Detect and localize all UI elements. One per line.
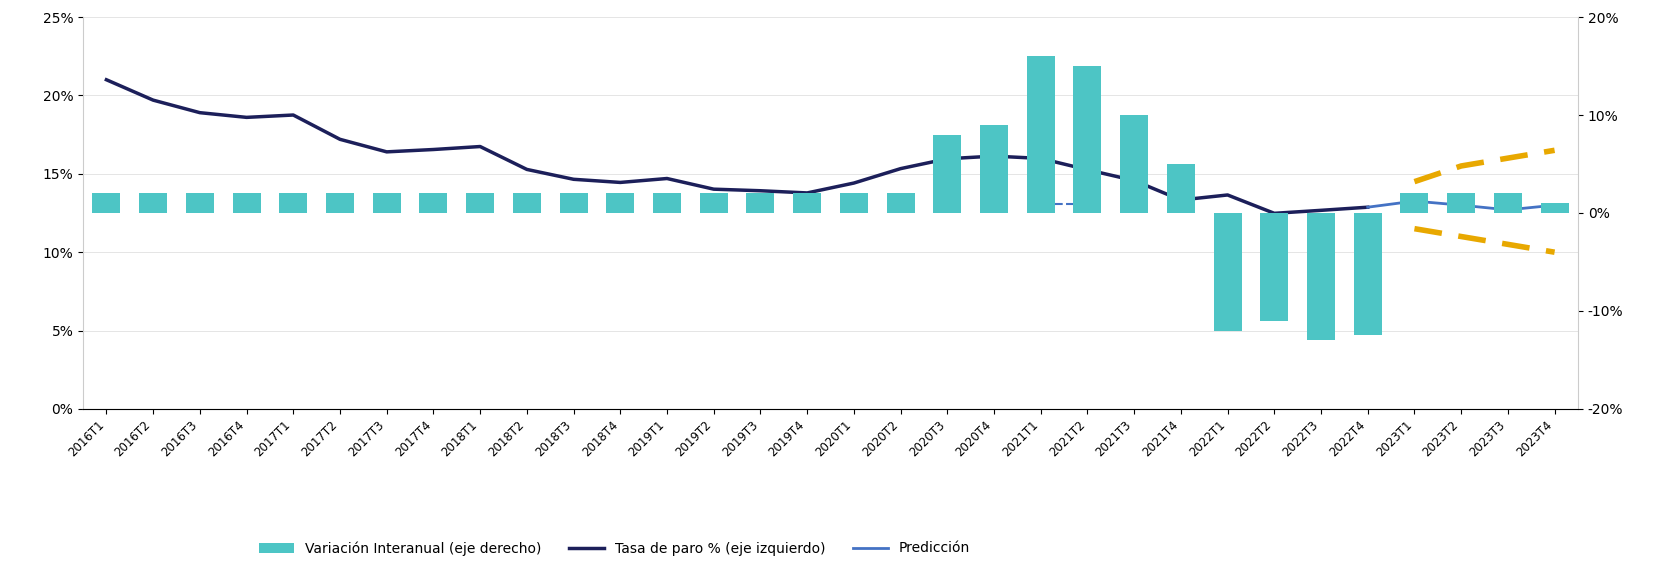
Legend: Variación Interanual (eje derecho), Tasa de paro % (eje izquierdo), Predicción: Variación Interanual (eje derecho), Tasa… — [254, 536, 975, 561]
Bar — [1073, 66, 1101, 213]
Bar — [233, 193, 261, 213]
Bar — [699, 193, 728, 213]
Bar — [467, 193, 495, 213]
Bar — [372, 193, 400, 213]
Bar — [93, 193, 121, 213]
Bar — [1307, 213, 1335, 340]
Bar — [1026, 56, 1055, 213]
Bar — [140, 193, 168, 213]
Bar — [933, 135, 962, 213]
Legend: Lower conf, Upper conf: Lower conf, Upper conf — [656, 565, 938, 568]
Bar — [887, 193, 915, 213]
Bar — [653, 193, 681, 213]
Bar — [560, 193, 588, 213]
Bar — [1354, 213, 1382, 336]
Bar — [1493, 193, 1521, 213]
Bar — [1400, 193, 1428, 213]
Bar — [1261, 213, 1289, 321]
Bar — [1120, 115, 1148, 213]
Bar — [980, 125, 1008, 213]
Bar — [279, 193, 307, 213]
Bar — [1166, 164, 1194, 213]
Bar — [326, 193, 354, 213]
Bar — [1540, 203, 1568, 213]
Bar — [513, 193, 541, 213]
Bar — [746, 193, 774, 213]
Bar — [1214, 213, 1242, 331]
Bar — [840, 193, 867, 213]
Bar — [419, 193, 447, 213]
Bar — [186, 193, 214, 213]
Bar — [1447, 193, 1475, 213]
Bar — [792, 193, 821, 213]
Bar — [606, 193, 635, 213]
